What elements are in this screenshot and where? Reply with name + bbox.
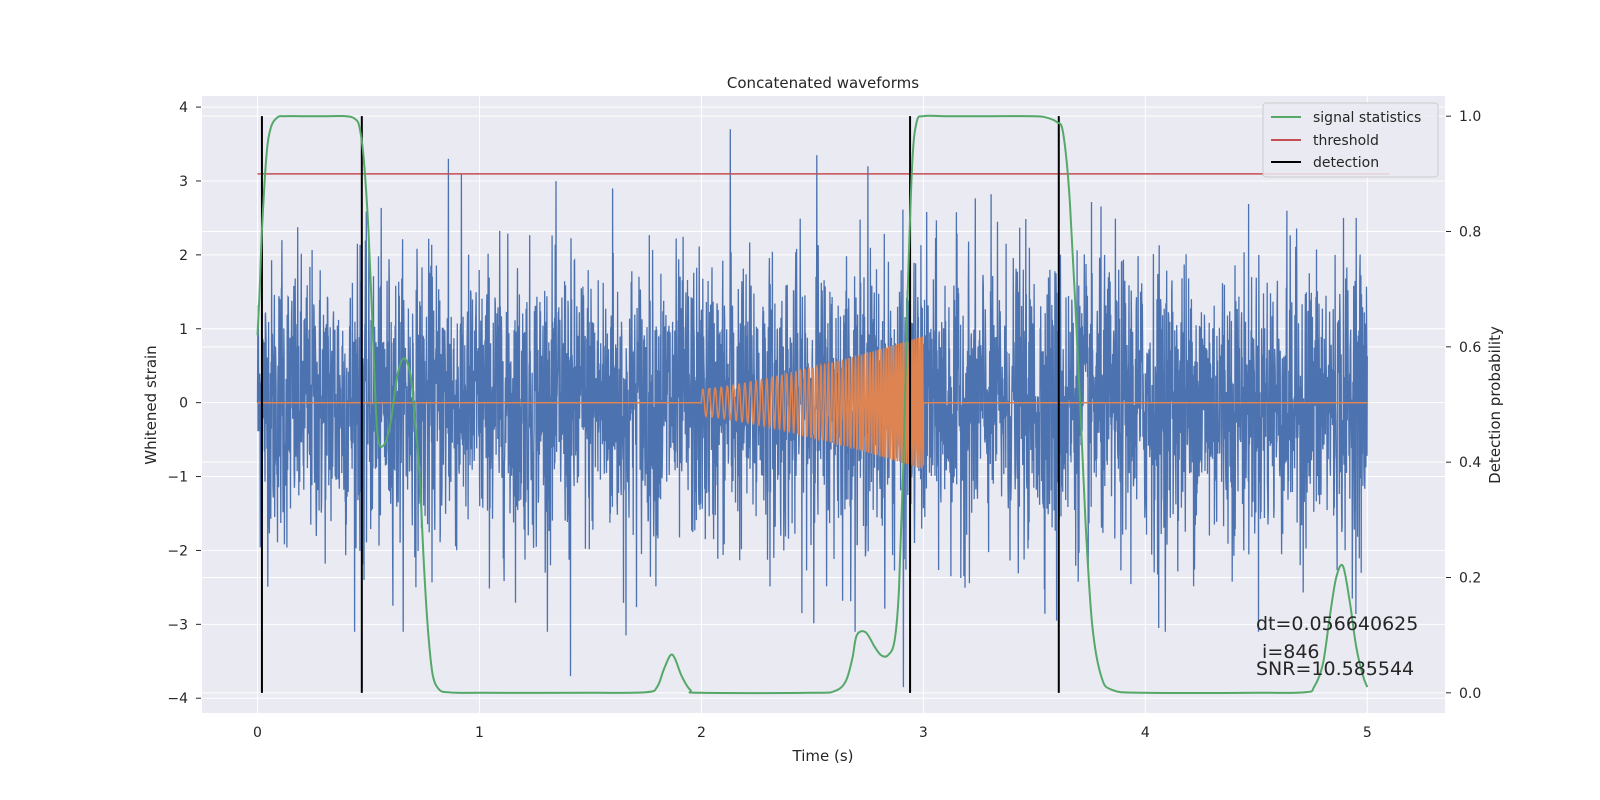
y-right-tick-label: 0.2 — [1459, 570, 1481, 586]
legend-label-signal-statistics: signal statistics — [1313, 110, 1421, 126]
template-line — [257, 336, 1368, 469]
plot-area — [256, 114, 1390, 695]
y-right-tick-label: 1.0 — [1459, 109, 1481, 125]
y-tick-label: 1 — [179, 322, 188, 338]
y-axis-label-right: Detection probability — [1486, 326, 1504, 484]
x-tick-label: 4 — [1141, 725, 1150, 741]
x-tick-label: 1 — [475, 725, 484, 741]
y-tick-label: −3 — [167, 617, 188, 633]
annotation-dt: dt=0.056640625 — [1256, 613, 1418, 635]
legend-label-threshold: threshold — [1313, 133, 1379, 149]
annotation-index: i=846 — [1256, 641, 1320, 663]
legend-box — [1262, 102, 1439, 178]
signal-statistics-line — [256, 114, 1369, 695]
y-axis-label: Whitened strain — [142, 345, 160, 464]
annotation-snr: SNR=10.585544 — [1256, 658, 1414, 680]
legend-label-detection: detection — [1313, 155, 1379, 171]
y-right-tick-label: 0.8 — [1459, 225, 1481, 241]
x-tick-label: 0 — [253, 725, 262, 741]
y-right-tick-label: 0.6 — [1459, 340, 1481, 356]
chart-title: Concatenated waveforms — [727, 74, 919, 92]
y-tick-label: −1 — [167, 470, 188, 486]
y-tick-label: 2 — [179, 248, 188, 264]
axes: 0 1 2 3 4 5 −4 −3 −2 −1 0 1 2 3 4 0.0 0.2 0.4 0.6 0.8 1.0 — [167, 100, 1481, 741]
legend: signal statistics threshold detection — [1262, 102, 1439, 178]
x-tick-label: 5 — [1363, 725, 1372, 741]
y-tick-label: −4 — [167, 691, 188, 707]
y-right-tick-label: 0.0 — [1459, 686, 1481, 702]
y-tick-label: 0 — [179, 396, 188, 412]
y-tick-label: 4 — [179, 100, 188, 116]
annotations: dt=0.056640625 i=846 SNR=10.585544 — [1256, 613, 1418, 680]
y-right-tick-label: 0.4 — [1459, 455, 1481, 471]
x-tick-label: 3 — [919, 725, 928, 741]
x-tick-label: 2 — [697, 725, 706, 741]
x-axis-label: Time (s) — [792, 747, 854, 765]
y-tick-label: −2 — [167, 543, 188, 559]
y-tick-label: 3 — [179, 174, 188, 190]
strain-line — [256, 129, 1368, 688]
